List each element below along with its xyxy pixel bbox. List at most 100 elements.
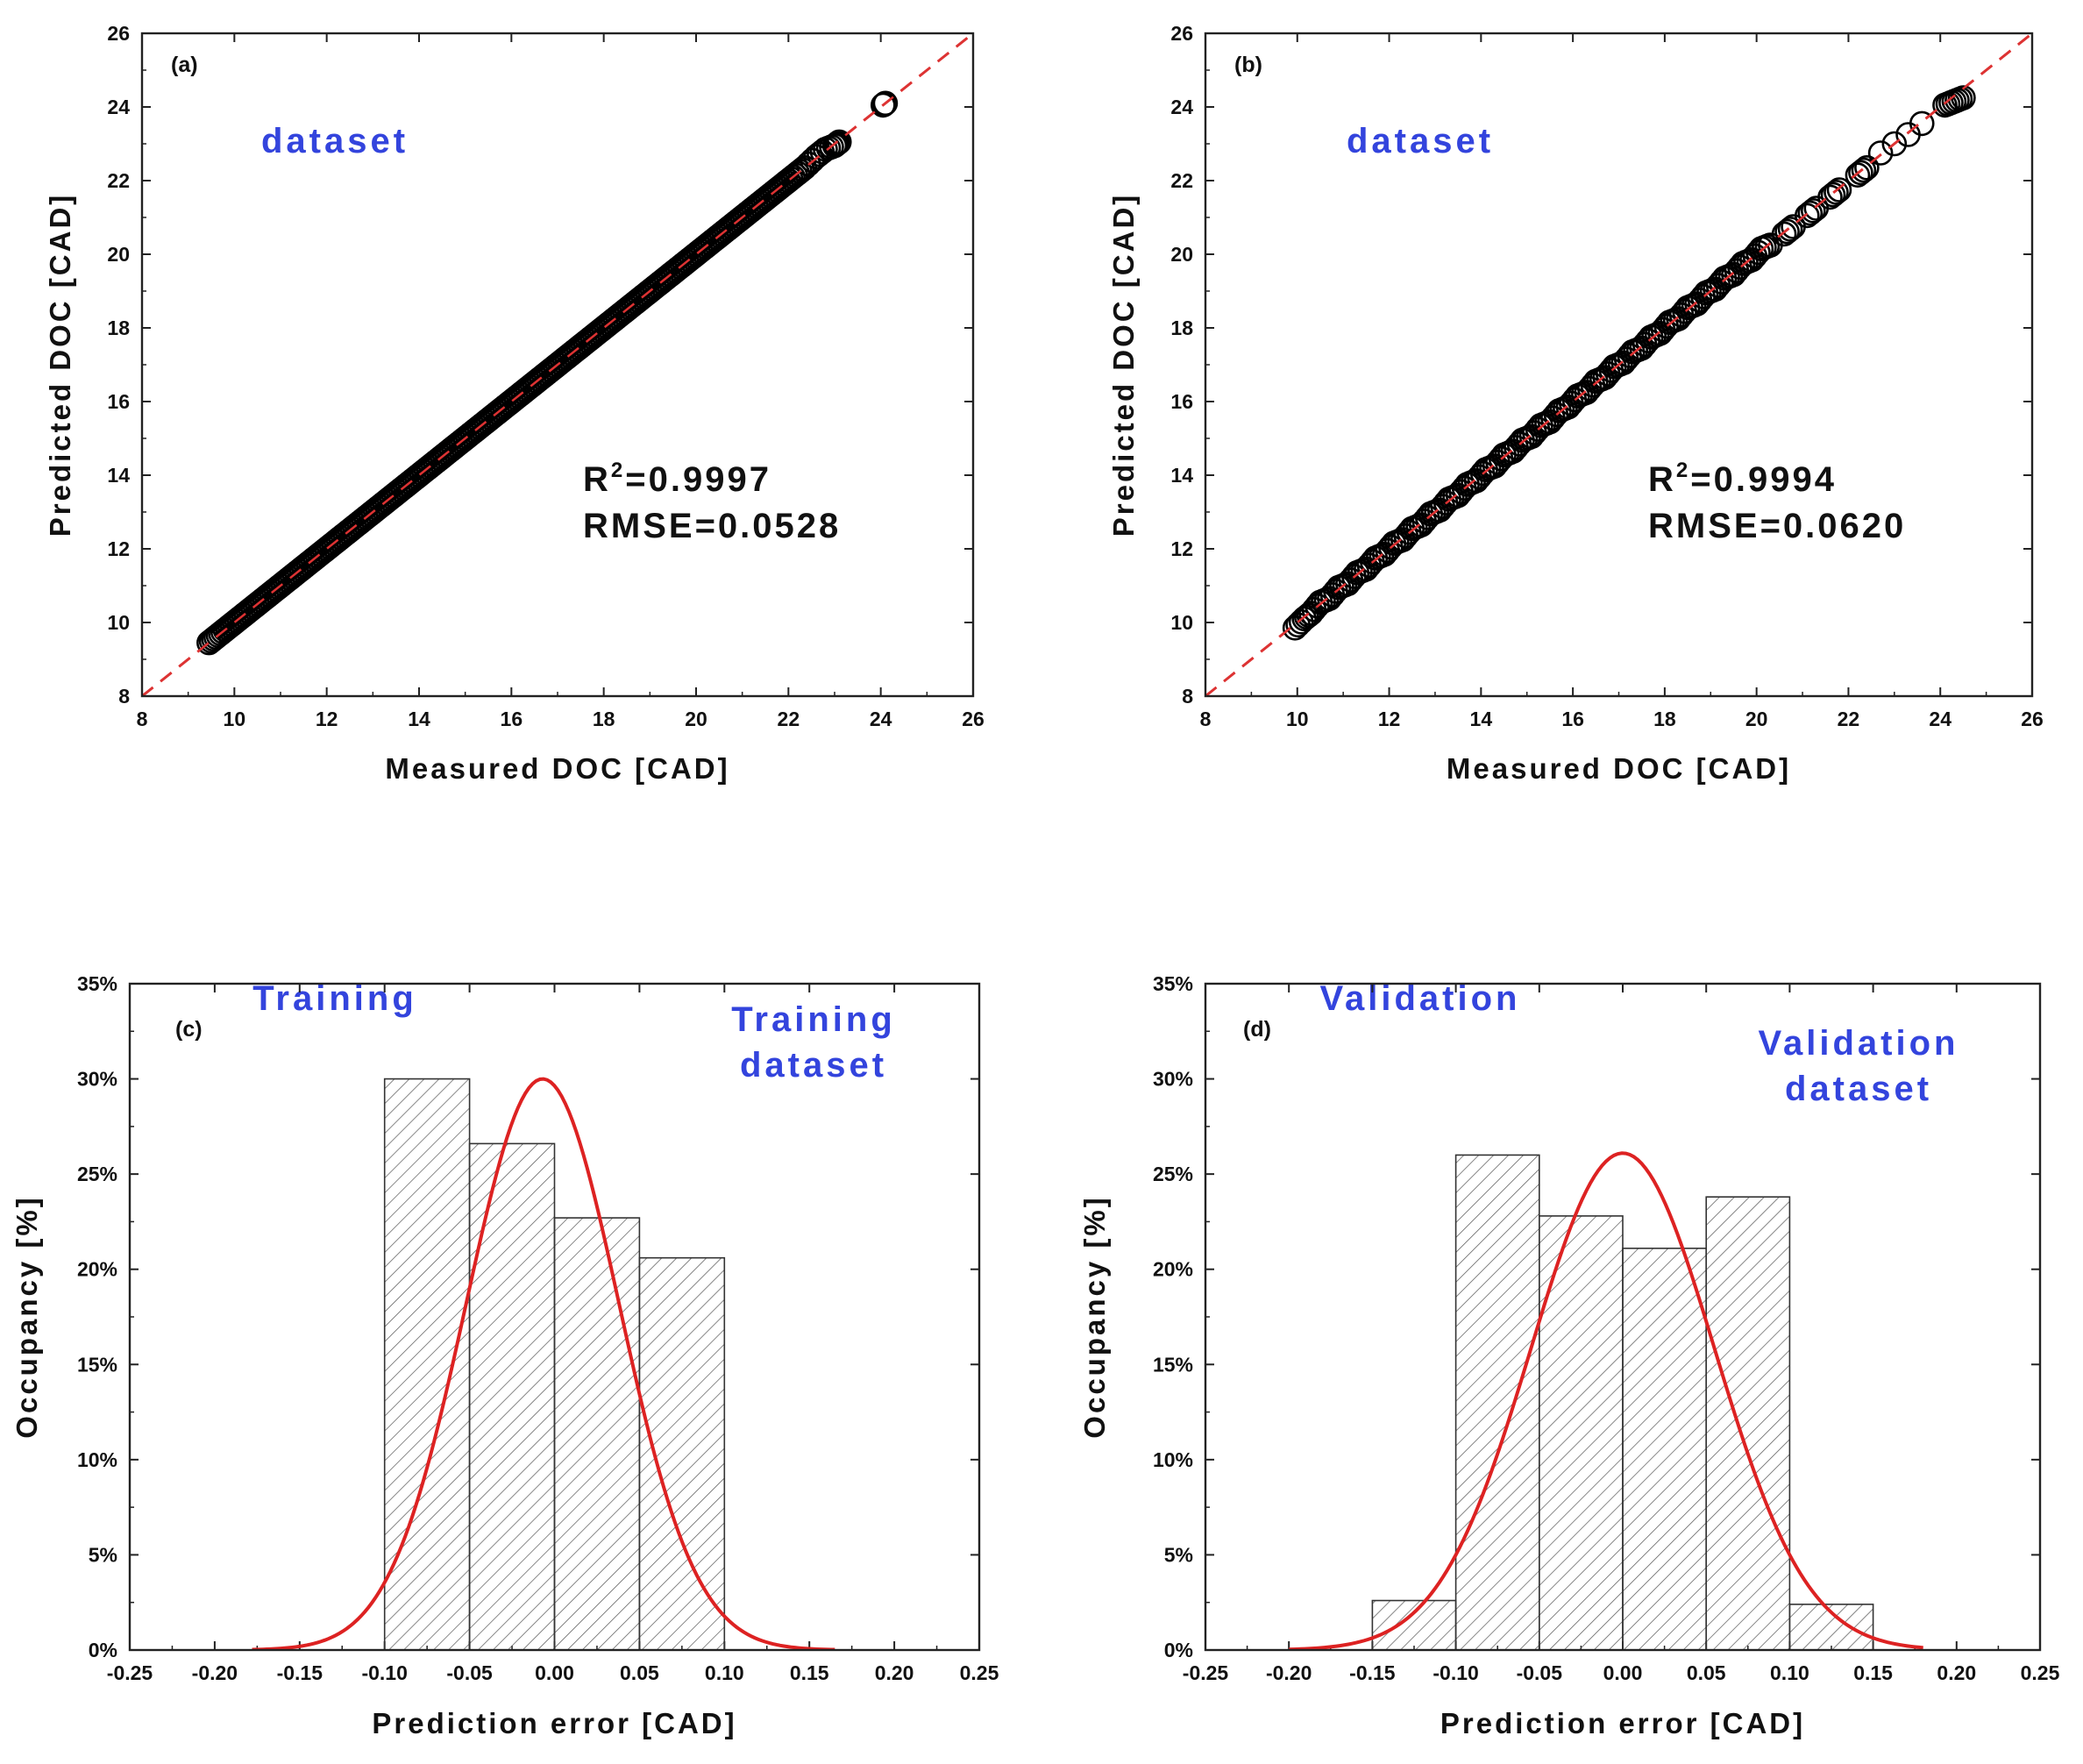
x-tick-label: -0.25: [107, 1661, 153, 1684]
plot-area: [252, 1077, 835, 1650]
x-tick-label: 20: [685, 708, 707, 730]
data-point: [826, 129, 852, 155]
rmse-annotation: RMSE=0.0528: [583, 507, 841, 545]
y-tick-label: 10%: [77, 1448, 117, 1471]
x-axis-label: Prediction error [CAD]: [1440, 1707, 1805, 1739]
y-axis-label: Occupancy [%]: [11, 1195, 43, 1438]
data-point-fill: [1800, 198, 1826, 224]
dataset-title-line: dataset: [1347, 122, 1494, 160]
y-tick-label: 26: [1170, 22, 1193, 45]
r2-value: =0.9994: [1690, 460, 1837, 499]
x-tick-label: -0.20: [192, 1661, 238, 1684]
y-tick-label: 26: [107, 22, 130, 45]
y-tick-label: 22: [107, 169, 130, 192]
histogram-bar: [553, 1217, 641, 1650]
y-tick-label: 14: [107, 464, 130, 487]
data-point: [1826, 177, 1852, 203]
r2-symbol: R: [1648, 460, 1676, 499]
x-tick-label: 0.00: [1603, 1661, 1643, 1684]
y-tick-label: 5%: [89, 1543, 117, 1566]
y-tick-label: 8: [1182, 685, 1193, 708]
y-tick-label: 20: [107, 243, 130, 266]
data-point: [1794, 203, 1820, 229]
y-tick-label: 12: [107, 537, 130, 560]
data-point: [1854, 155, 1880, 181]
x-tick-label: -0.25: [1183, 1661, 1229, 1684]
x-tick-label: 10: [1286, 708, 1309, 730]
data-point: [1291, 606, 1317, 632]
y-tick-label: 10: [107, 611, 130, 634]
x-tick-label: 0.20: [875, 1661, 914, 1684]
x-axis-label: Prediction error [CAD]: [372, 1707, 736, 1739]
plot-area: [142, 33, 973, 696]
y-tick-label: 14: [1170, 464, 1193, 487]
y-tick-label: 25%: [77, 1163, 117, 1185]
y-tick-label: 24: [107, 96, 130, 118]
data-point: [872, 90, 899, 117]
y-tick-label: 25%: [1153, 1163, 1193, 1185]
data-point: [1881, 131, 1908, 157]
data-point-fill: [1851, 157, 1877, 183]
y-tick-label: 15%: [77, 1353, 117, 1376]
plot-frame: [128, 982, 981, 1652]
data-point: [1845, 162, 1871, 188]
y-tick-label: 5%: [1164, 1543, 1193, 1566]
y-tick-label: 8: [118, 685, 130, 708]
x-tick-label: 0.00: [535, 1661, 574, 1684]
y-tick-label: 30%: [1153, 1068, 1193, 1091]
histogram-bar: [1539, 1215, 1624, 1650]
data-point-fill: [1824, 180, 1849, 205]
data-point: [1909, 110, 1935, 137]
y-tick-label: 15%: [1153, 1353, 1193, 1376]
x-tick-label: 0.25: [960, 1661, 999, 1684]
data-point-fill: [789, 157, 815, 182]
gaussian-fit-curve: [252, 1077, 835, 1650]
x-tick-label: 0.25: [2021, 1661, 2060, 1684]
dataset-title-line: Training: [731, 1000, 896, 1039]
reference-line-overlay: [1205, 33, 2032, 696]
histogram-bar: [1371, 1599, 1457, 1650]
plot-frame: [1204, 982, 2042, 1652]
x-tick-label: 26: [2021, 708, 2044, 730]
dataset-title-line: dataset: [1785, 1070, 1932, 1108]
x-tick-label: 10: [224, 708, 246, 730]
x-tick-label: 0.20: [1937, 1661, 1976, 1684]
y-tick-label: 20: [1170, 243, 1193, 266]
dataset-title-line: Validation: [1759, 1024, 1959, 1063]
x-tick-label: 12: [1378, 708, 1401, 730]
r2-superscript: 2: [1676, 459, 1690, 482]
histogram-bar: [1454, 1154, 1540, 1650]
data-point: [1771, 221, 1797, 247]
x-tick-label: -0.15: [277, 1661, 323, 1684]
x-tick-label: 14: [1470, 708, 1493, 730]
y-axis-label: Predicted DOC [CAD]: [1107, 193, 1140, 537]
plot-area: [1205, 33, 2032, 696]
x-tick-label: 20: [1745, 708, 1768, 730]
dataset-title-line: Training: [252, 979, 417, 1018]
data-point: [1867, 140, 1894, 166]
x-tick-label: 8: [137, 708, 148, 730]
x-tick-label: 0.15: [790, 1661, 829, 1684]
data-point-fill: [1848, 160, 1873, 186]
y-tick-label: 20%: [77, 1258, 117, 1281]
histogram-bar: [1622, 1248, 1707, 1650]
r2-annotation: R2=0.9994: [1648, 459, 1837, 499]
dataset-title-line: dataset: [261, 122, 409, 160]
y-tick-label: 18: [1170, 317, 1193, 339]
panel-label: (b): [1234, 53, 1262, 77]
x-tick-label: -0.10: [361, 1661, 407, 1684]
y-tick-label: 30%: [77, 1068, 117, 1091]
histogram-bar: [383, 1078, 471, 1650]
x-tick-label: 0.15: [1853, 1661, 1893, 1684]
y-tick-label: 0%: [1164, 1639, 1193, 1661]
y-tick-label: 10%: [1153, 1448, 1193, 1471]
y-tick-label: 18: [107, 317, 130, 339]
x-tick-label: 18: [1653, 708, 1676, 730]
y-tick-label: 0%: [89, 1639, 117, 1661]
y-axis-label: Predicted DOC [CAD]: [44, 193, 76, 537]
y-tick-label: 24: [1170, 96, 1193, 118]
data-point-fill: [1777, 216, 1803, 242]
r2-symbol: R: [583, 460, 611, 499]
y-tick-label: 35%: [1153, 972, 1193, 995]
r2-superscript: 2: [611, 459, 625, 482]
